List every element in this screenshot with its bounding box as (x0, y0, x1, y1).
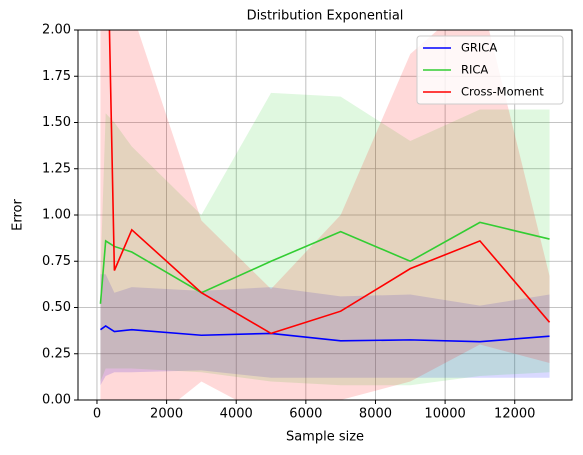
x-tick-label: 10000 (424, 407, 465, 422)
error-band (100, 274, 550, 386)
x-tick-label: 0 (93, 407, 101, 422)
x-tick-label: 6000 (289, 407, 322, 422)
y-tick-label: 0.00 (42, 393, 71, 408)
axes: 0 2000 4000 6000 8000 10000 12000 0.00 0.25 0.50 0… (42, 23, 535, 422)
line (108, 30, 551, 335)
chart-title: Distribution Exponential (247, 9, 404, 24)
y-tick-label: 1.25 (42, 161, 71, 176)
x-tick-label: 4000 (220, 407, 253, 422)
plot-area (99, 30, 551, 400)
legend-label: RICA (461, 63, 488, 77)
x-tick-label: 12000 (494, 407, 535, 422)
y-tick-label: 1.75 (42, 69, 71, 84)
line (99, 221, 550, 304)
y-axis-label: Error (11, 199, 26, 231)
y-tick-label: 2.00 (42, 23, 71, 38)
line (99, 325, 550, 343)
error-band (100, 30, 550, 400)
y-tick-label: 1.00 (42, 208, 71, 223)
x-tick-label: 8000 (359, 407, 392, 422)
y-tick-label: 0.75 (42, 254, 71, 269)
x-tick-label: 2000 (150, 407, 183, 422)
x-axis-label: Sample size (286, 430, 364, 445)
y-tick-label: 1.50 (42, 115, 71, 130)
y-tick-label: 0.50 (42, 300, 71, 315)
y-tick-label: 0.25 (42, 346, 71, 361)
legend-box (416, 35, 564, 105)
legend: GRICA RICA Cross-Moment (416, 35, 564, 105)
legend-label: Cross-Moment (461, 85, 544, 99)
legend-label: GRICA (461, 41, 497, 55)
